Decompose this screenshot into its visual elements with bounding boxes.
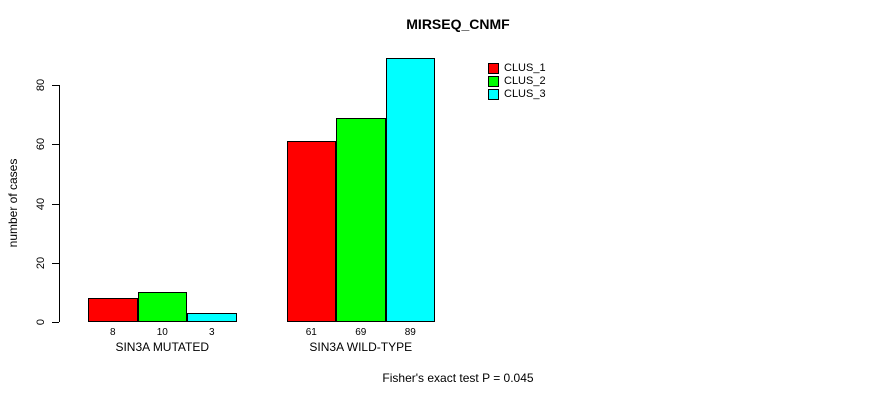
y-tick-label: 80	[35, 78, 47, 92]
bar-clus_2-group1	[137, 292, 187, 322]
bar-value-label: 69	[355, 327, 367, 338]
bar-value-label: 10	[156, 327, 168, 338]
y-tick-label: 40	[35, 197, 47, 210]
legend-row: CLUS_2	[488, 75, 546, 87]
legend-swatch-icon	[488, 75, 499, 87]
chart-title: MIRSEQ_CNMF	[406, 16, 510, 32]
y-tick-label: 60	[35, 138, 47, 151]
legend-label: CLUS_3	[504, 88, 546, 100]
legend-row: CLUS_1	[488, 62, 546, 74]
y-tick-mark	[52, 262, 59, 264]
bar-clus_3-group1	[187, 313, 237, 322]
bar-value-label: 89	[404, 327, 416, 338]
bar-clus_1-group1	[88, 298, 138, 322]
y-tick-mark	[52, 322, 59, 323]
y-tick-label: 20	[35, 256, 47, 269]
y-tick-mark	[52, 144, 59, 146]
bar-clus_3-group2	[385, 58, 435, 322]
bar-value-label: 3	[208, 327, 215, 338]
bar-value-label: 8	[109, 327, 116, 338]
x-group-label: SIN3A MUTATED	[115, 340, 210, 354]
bar-value-label: 61	[305, 327, 317, 338]
x-group-label: SIN3A WILD-TYPE	[309, 340, 413, 354]
footnote-text: Fisher's exact test P = 0.045	[382, 371, 534, 385]
bar-clus_2-group2	[336, 117, 386, 322]
y-tick-mark	[52, 203, 59, 205]
bar-clus_1-group2	[286, 141, 336, 322]
legend-label: CLUS_1	[504, 62, 546, 74]
legend-label: CLUS_2	[504, 75, 546, 87]
y-tick-label: 0	[35, 318, 47, 326]
y-tick-mark	[52, 85, 59, 86]
legend-row: CLUS_3	[488, 88, 546, 100]
y-axis-line	[59, 85, 60, 322]
legend-swatch-icon	[488, 88, 499, 100]
legend-swatch-icon	[488, 62, 499, 74]
legend: CLUS_1 CLUS_2 CLUS_3	[488, 62, 546, 100]
y-axis-label: number of cases	[6, 158, 20, 248]
